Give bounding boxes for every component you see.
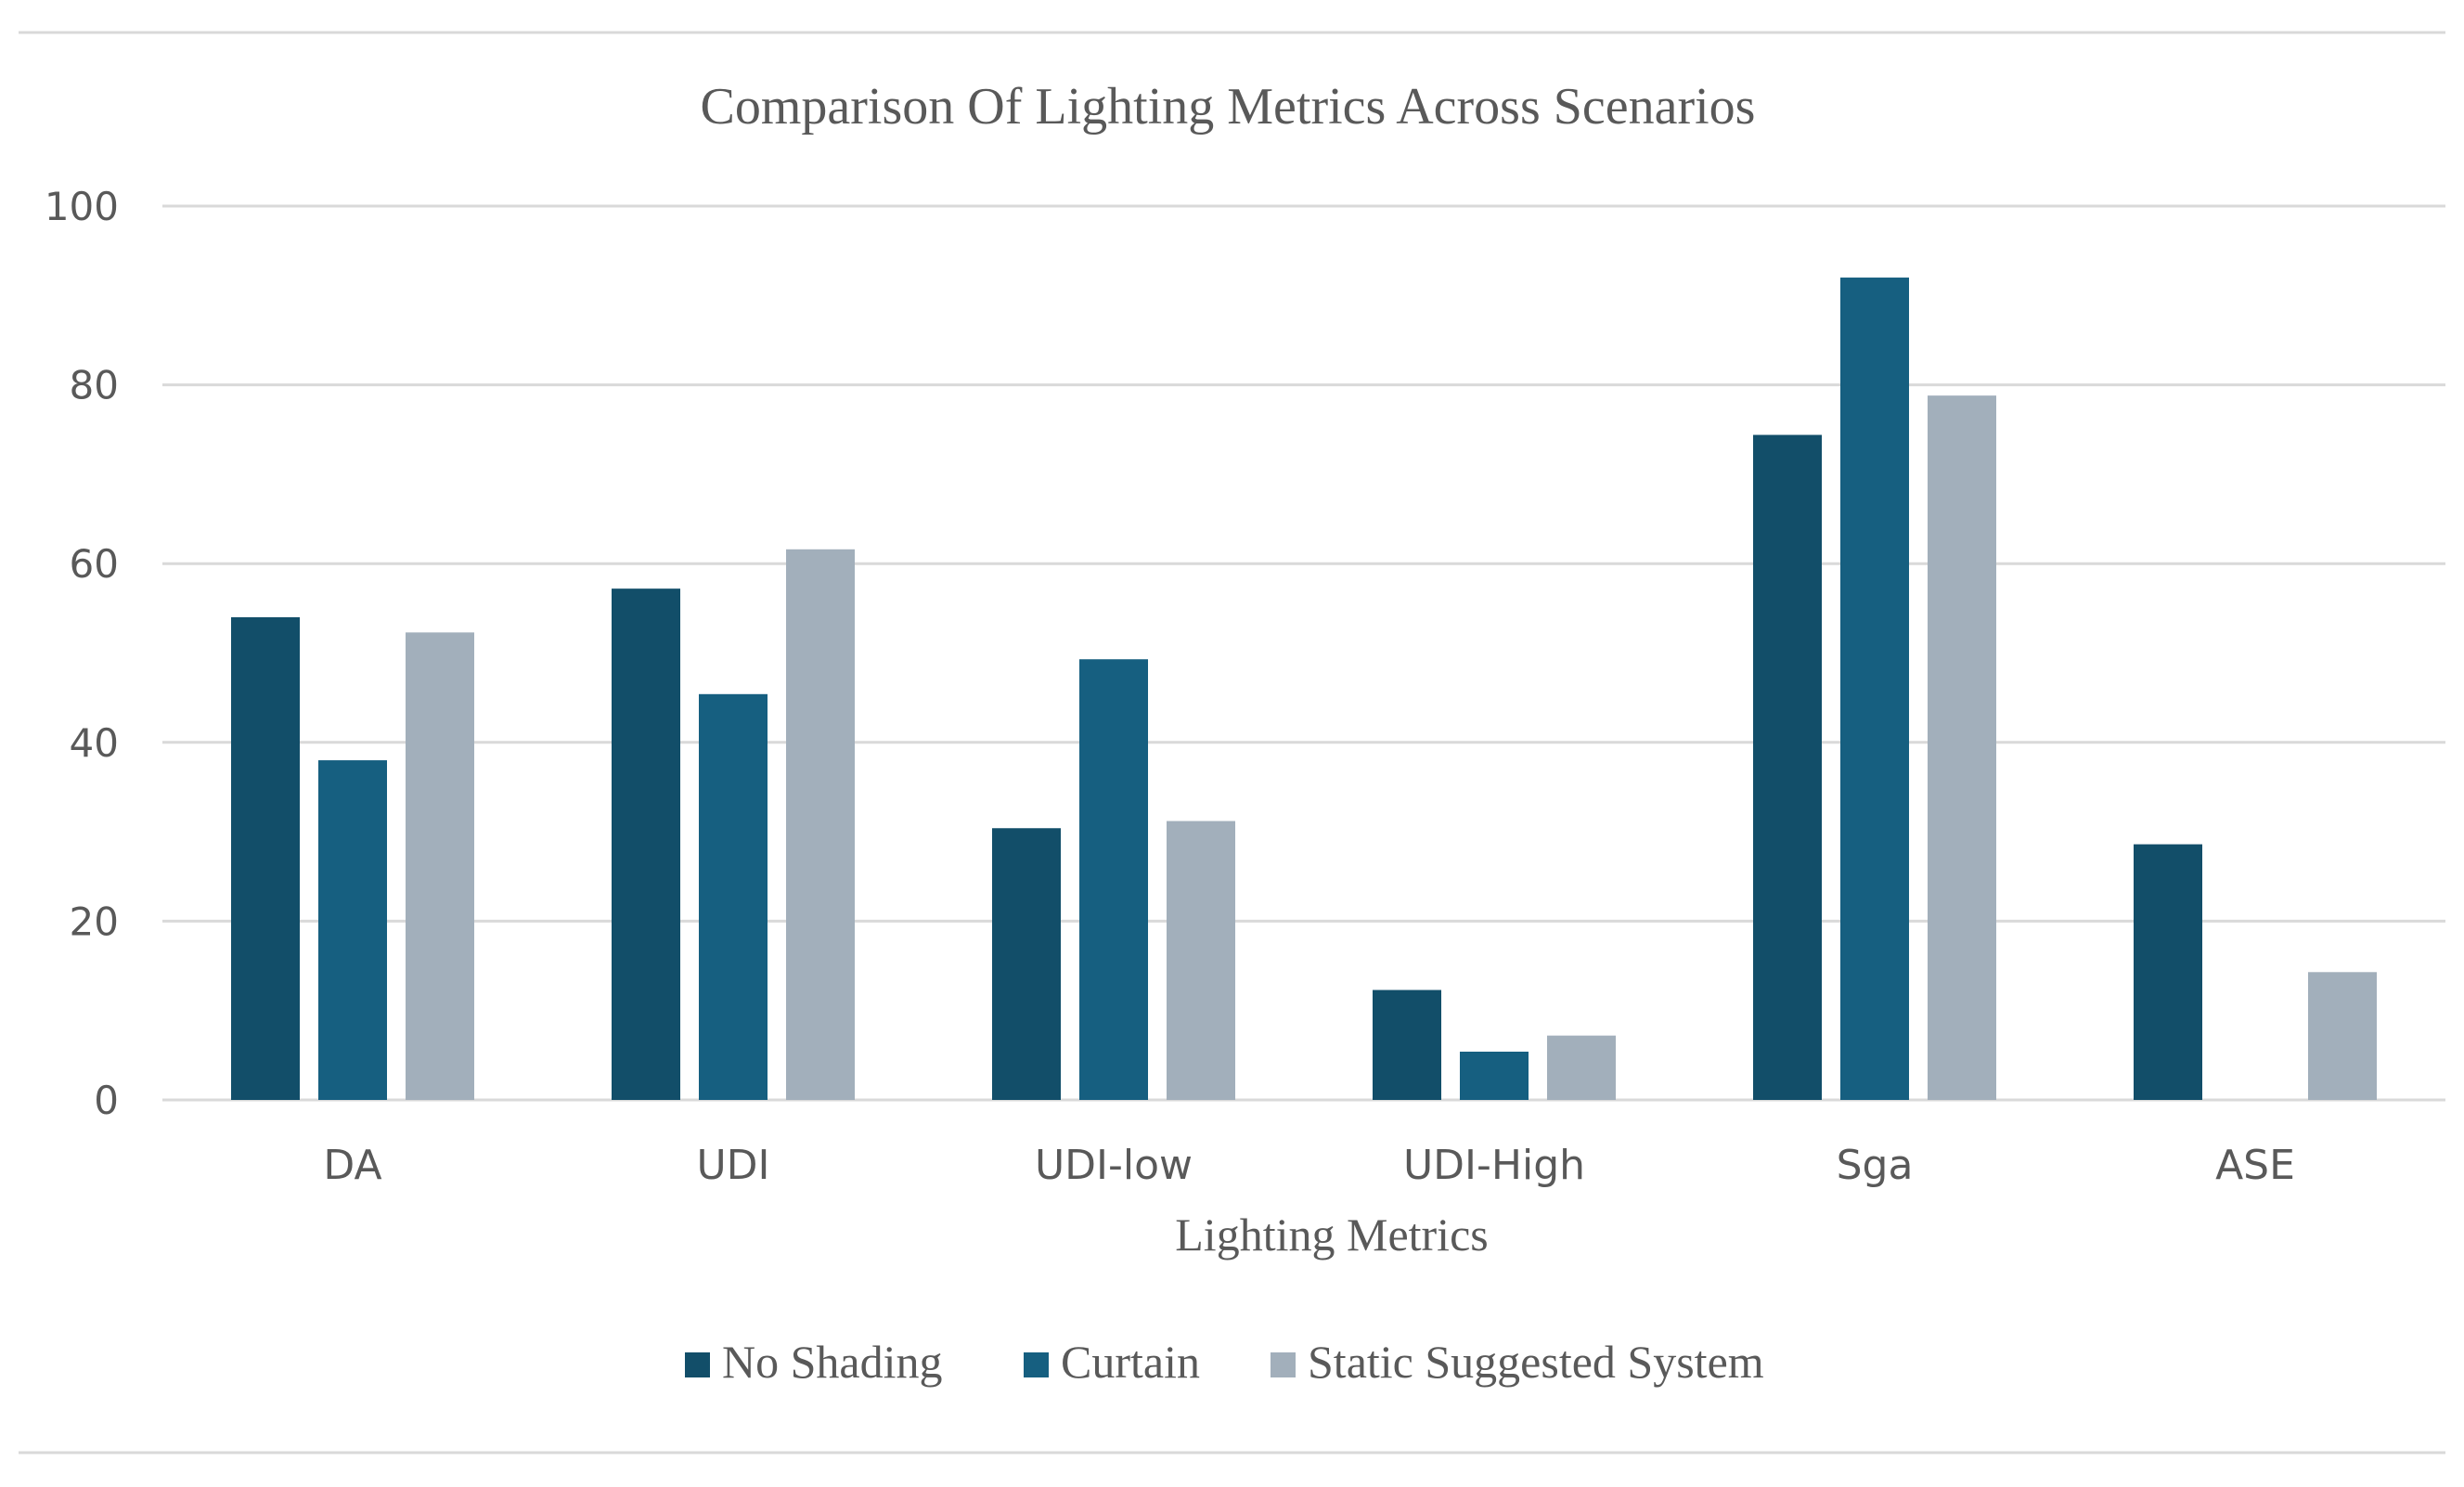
legend-label: Curtain: [1061, 1336, 1200, 1388]
y-tick-label: 100: [45, 184, 119, 229]
bar-udi-low-s1: [1079, 659, 1148, 1100]
legend: No Shading Curtain Static Suggested System: [685, 1336, 1764, 1388]
x-tick-label: DA: [323, 1142, 381, 1189]
bar-udi-low-s2: [1167, 821, 1235, 1100]
chart-title: Comparison Of Lighting Metrics Across Sc…: [701, 78, 1756, 136]
y-tick-label: 20: [70, 899, 119, 944]
bar-sga-s1: [1840, 278, 1909, 1100]
x-tick-label: UDI-low: [1035, 1142, 1193, 1189]
bar-udi-s1: [699, 693, 768, 1100]
bar-sga-s0: [1753, 434, 1822, 1100]
bar-ase-s0: [2134, 844, 2202, 1100]
bar-da-s0: [231, 616, 300, 1100]
y-axis-ticks: 0 20 40 60 80 100: [45, 184, 119, 1123]
bar-da-s1: [318, 760, 387, 1100]
legend-swatch: [1024, 1352, 1049, 1377]
bar-udi-high-s2: [1547, 1035, 1616, 1100]
legend-swatch: [1271, 1352, 1296, 1377]
legend-swatch: [685, 1352, 710, 1377]
bar-udi-high-s0: [1373, 989, 1441, 1100]
legend-label: No Shading: [722, 1336, 943, 1388]
bar-udi-s2: [786, 549, 855, 1100]
y-tick-label: 80: [70, 363, 119, 408]
bar-udi-low-s0: [992, 828, 1061, 1100]
bars: [231, 278, 2377, 1100]
x-tick-label: ASE: [2215, 1142, 2295, 1189]
x-tick-label: UDI-High: [1403, 1142, 1585, 1189]
bar-udi-s0: [612, 588, 680, 1100]
x-axis-title: Lighting Metrics: [1175, 1209, 1488, 1261]
x-tick-label: UDI: [696, 1142, 769, 1189]
y-tick-label: 0: [94, 1078, 119, 1123]
bar-udi-high-s1: [1460, 1051, 1529, 1100]
gridlines: [162, 204, 2445, 1102]
y-tick-label: 60: [70, 541, 119, 587]
x-tick-label: Sga: [1837, 1142, 1914, 1189]
legend-label: Static Suggested System: [1308, 1336, 1764, 1388]
x-axis-ticks: DA UDI UDI-low UDI-High Sga ASE: [323, 1142, 2295, 1189]
y-tick-label: 40: [70, 720, 119, 766]
bar-sga-s2: [1928, 395, 1996, 1100]
bar-da-s2: [406, 632, 474, 1100]
bar-ase-s2: [2308, 972, 2377, 1100]
